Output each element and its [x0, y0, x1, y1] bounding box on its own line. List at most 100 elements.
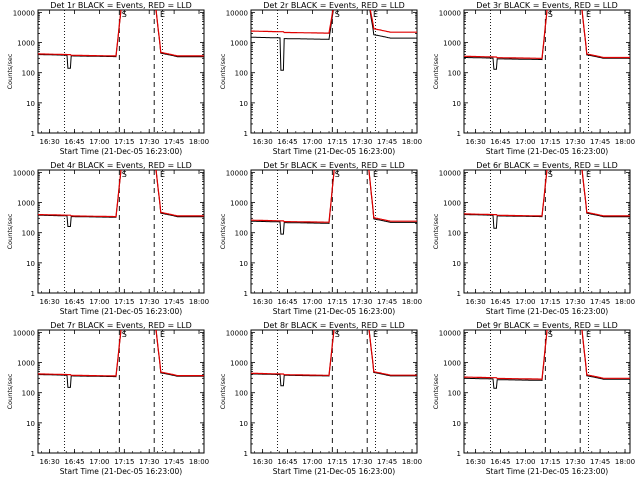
end-marker: E [160, 330, 165, 339]
x-tick-label: 17:30 [352, 458, 372, 466]
x-tick-label: 18:00 [402, 138, 422, 146]
y-tick-label: 1 [244, 290, 248, 298]
plot-frame [37, 9, 205, 134]
x-tick-label: 16:30 [253, 298, 273, 306]
end-marker: E [586, 330, 591, 339]
lld-series-line [464, 10, 630, 60]
x-tick-label: 17:00 [515, 298, 535, 306]
x-tick-label: 17:15 [114, 298, 134, 306]
start-marker: S [335, 330, 340, 339]
plot-frame [250, 9, 418, 134]
start-marker: S [335, 170, 340, 179]
detector-chart-2: Det 2r BLACK = Events, RED = LLD 1 10 100 10… [219, 1, 422, 156]
y-tick-label: 1000 [230, 200, 248, 208]
chart-title: Det 3r BLACK = Events, RED = LLD [476, 1, 618, 10]
y-tick-label: 10 [239, 420, 248, 428]
x-tick-label: 17:30 [565, 138, 585, 146]
lld-series-line [38, 330, 204, 377]
x-tick-label: 16:45 [490, 138, 510, 146]
y-tick-label: 100 [22, 70, 35, 78]
y-tick-label: 10000 [13, 9, 35, 17]
x-tick-label: 17:30 [565, 458, 585, 466]
chart-title: Det 4r BLACK = Events, RED = LLD [50, 161, 192, 170]
events-series-line [251, 10, 417, 71]
x-tick-label: 17:15 [114, 138, 134, 146]
plot-frame [463, 9, 631, 134]
x-tick-label: 16:30 [466, 458, 486, 466]
y-axis-label: Counts/sec [432, 373, 440, 409]
x-tick-label: 16:30 [466, 298, 486, 306]
x-axis-label: Start Time (21-Dec-05 16:23:00) [60, 307, 182, 316]
y-tick-label: 10 [26, 100, 35, 108]
x-tick-label: 16:45 [277, 458, 297, 466]
x-tick-label: 17:45 [377, 138, 397, 146]
x-axis-label: Start Time (21-Dec-05 16:23:00) [273, 467, 395, 476]
y-tick-label: 10 [452, 420, 461, 428]
x-tick-label: 18:00 [615, 298, 635, 306]
x-tick-label: 18:00 [189, 298, 209, 306]
x-tick-label: 17:45 [164, 458, 184, 466]
y-axis-label: Counts/sec [219, 373, 227, 409]
y-tick-label: 1 [457, 450, 461, 458]
y-tick-label: 1 [244, 130, 248, 138]
lld-series-line [251, 10, 417, 34]
y-tick-label: 100 [22, 390, 35, 398]
y-axis-label: Counts/sec [219, 213, 227, 249]
detector-chart-4: Det 4r BLACK = Events, RED = LLD 1 10 100 10… [6, 161, 209, 316]
y-tick-label: 100 [235, 70, 248, 78]
y-tick-label: 100 [235, 230, 248, 238]
end-marker: E [160, 10, 165, 19]
x-tick-label: 17:00 [89, 458, 109, 466]
y-tick-label: 100 [448, 230, 461, 238]
start-marker: S [548, 330, 553, 339]
y-tick-label: 100 [235, 390, 248, 398]
x-tick-label: 17:00 [302, 458, 322, 466]
x-tick-label: 17:45 [377, 458, 397, 466]
y-tick-label: 10000 [439, 329, 461, 337]
y-tick-label: 10 [452, 100, 461, 108]
x-tick-label: 16:30 [40, 298, 60, 306]
y-tick-label: 1 [457, 130, 461, 138]
x-tick-label: 16:45 [490, 298, 510, 306]
end-marker: E [373, 330, 378, 339]
x-tick-label: 16:30 [253, 458, 273, 466]
y-tick-label: 10000 [226, 9, 248, 17]
x-tick-label: 16:45 [64, 138, 84, 146]
y-tick-label: 10 [26, 420, 35, 428]
start-marker: S [335, 10, 340, 19]
y-axis-label: Counts/sec [6, 53, 14, 89]
start-marker: S [122, 170, 127, 179]
x-tick-label: 18:00 [615, 458, 635, 466]
lld-series-line [38, 10, 204, 57]
start-marker: S [122, 330, 127, 339]
x-tick-label: 18:00 [402, 458, 422, 466]
y-tick-label: 1 [31, 130, 35, 138]
plot-frame [463, 169, 631, 294]
y-tick-label: 10 [239, 260, 248, 268]
events-series-line [38, 330, 204, 388]
y-tick-label: 10000 [13, 169, 35, 177]
x-tick-label: 17:45 [164, 298, 184, 306]
start-marker: S [122, 10, 127, 19]
x-tick-label: 17:15 [327, 138, 347, 146]
x-tick-label: 18:00 [402, 298, 422, 306]
y-tick-label: 1 [244, 450, 248, 458]
x-tick-label: 17:45 [590, 138, 610, 146]
lld-series-line [464, 170, 630, 217]
plot-frame [37, 169, 205, 294]
y-tick-label: 1000 [17, 200, 35, 208]
x-tick-label: 17:30 [139, 458, 159, 466]
x-tick-label: 17:00 [302, 138, 322, 146]
x-tick-label: 17:00 [515, 458, 535, 466]
x-tick-label: 18:00 [189, 458, 209, 466]
x-axis-label: Start Time (21-Dec-05 16:23:00) [273, 147, 395, 156]
x-tick-label: 16:30 [40, 458, 60, 466]
y-axis-label: Counts/sec [219, 53, 227, 89]
y-axis-label: Counts/sec [6, 373, 14, 409]
x-tick-label: 16:45 [277, 138, 297, 146]
x-axis-label: Start Time (21-Dec-05 16:23:00) [486, 307, 608, 316]
x-tick-label: 17:15 [540, 458, 560, 466]
chart-title: Det 9r BLACK = Events, RED = LLD [476, 321, 618, 330]
x-tick-label: 16:45 [490, 458, 510, 466]
y-tick-label: 100 [22, 230, 35, 238]
